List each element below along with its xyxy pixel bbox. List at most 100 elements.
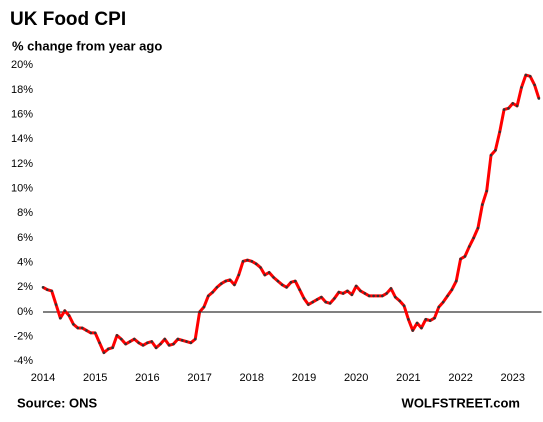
chart-title: UK Food CPI (10, 9, 126, 30)
point (128, 340, 132, 343)
point (172, 342, 175, 346)
x-tick-label: 2022 (448, 372, 472, 384)
point (76, 326, 80, 330)
point (424, 318, 428, 321)
point (350, 293, 354, 296)
point (476, 226, 480, 230)
point (80, 326, 84, 330)
point (50, 289, 54, 293)
point (354, 284, 358, 288)
y-tick-label: 12% (11, 158, 33, 170)
point (272, 276, 275, 279)
point (176, 337, 180, 341)
y-tick-label: 2% (17, 281, 33, 293)
point (141, 343, 145, 347)
point (150, 340, 154, 343)
point (211, 290, 214, 294)
point (133, 337, 136, 341)
point (333, 297, 336, 300)
point (263, 273, 267, 277)
point (328, 302, 332, 305)
point (341, 292, 345, 295)
y-tick-label: 4% (17, 256, 33, 268)
point (63, 309, 67, 313)
point (437, 305, 441, 309)
point (494, 149, 497, 152)
y-tick-label: 14% (11, 133, 33, 145)
x-tick-label: 2021 (396, 372, 420, 384)
point (420, 326, 423, 330)
point (454, 279, 458, 283)
point (433, 316, 436, 320)
point (41, 285, 45, 289)
point (198, 310, 201, 314)
point (98, 341, 101, 345)
point (233, 283, 236, 287)
x-tick-label: 2023 (501, 372, 525, 384)
point (450, 288, 454, 292)
point (220, 282, 223, 285)
point (481, 203, 484, 206)
point (228, 278, 232, 282)
point (359, 289, 362, 293)
point (463, 255, 467, 258)
y-tick-label: 18% (11, 84, 33, 96)
point (85, 329, 88, 332)
y-tick-label: -2% (13, 331, 33, 343)
y-tick-label: 6% (17, 232, 33, 244)
point (185, 340, 188, 343)
point (302, 297, 306, 300)
point (93, 331, 97, 335)
point (285, 285, 288, 289)
x-tick-label: 2018 (240, 372, 264, 384)
point (111, 346, 114, 350)
point (402, 304, 406, 308)
point (163, 337, 167, 341)
point (324, 300, 328, 304)
point (507, 107, 510, 110)
point (394, 295, 397, 299)
point (102, 351, 106, 354)
point (485, 189, 488, 193)
point (289, 281, 293, 284)
point (224, 279, 227, 283)
y-tick-label: 10% (11, 182, 33, 194)
point (307, 303, 310, 306)
point (446, 294, 449, 298)
point (280, 283, 284, 287)
point (154, 346, 158, 350)
point (267, 271, 271, 274)
point (298, 288, 301, 292)
point (515, 104, 519, 108)
point (46, 288, 49, 292)
point (528, 74, 532, 78)
x-tick-label: 2017 (187, 372, 211, 384)
point (254, 262, 258, 266)
point (441, 300, 445, 304)
point (372, 294, 375, 298)
point (89, 331, 93, 335)
point (407, 318, 410, 321)
point (167, 343, 171, 347)
source: Source: ONS (17, 395, 98, 410)
point (398, 299, 401, 303)
point (415, 321, 419, 325)
x-tick-label: 2016 (135, 372, 159, 384)
point (67, 314, 71, 317)
point (533, 83, 536, 87)
point (320, 295, 323, 299)
point (119, 337, 123, 341)
point (137, 341, 140, 345)
y-tick-label: 20% (11, 59, 33, 71)
point (367, 294, 371, 298)
point (159, 342, 162, 346)
x-tick-label: 2020 (344, 372, 368, 384)
point (411, 329, 415, 332)
point (106, 347, 110, 351)
point (124, 342, 127, 346)
point (293, 279, 297, 283)
y-tick-label: 8% (17, 207, 33, 219)
point (389, 287, 393, 290)
point (246, 258, 249, 262)
